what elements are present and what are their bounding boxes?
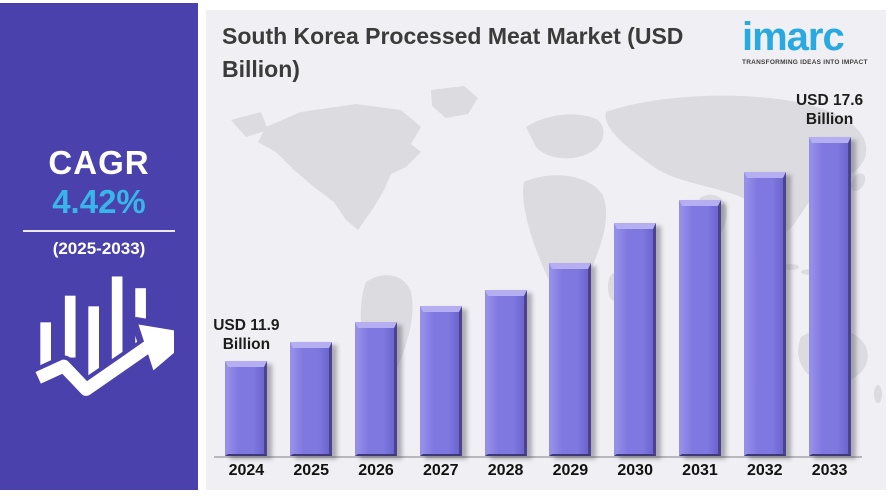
- bar-2032: [743, 172, 786, 456]
- x-axis-label: 2030: [617, 462, 653, 479]
- bar-column: USD 11.9 Billion: [213, 317, 280, 456]
- bar-column: [668, 199, 733, 456]
- x-axis-label: 2026: [358, 462, 394, 479]
- bar-column: [344, 322, 409, 456]
- chart-title: South Korea Processed Meat Market (USD B…: [222, 23, 684, 82]
- bar-column: [473, 290, 538, 456]
- cagr-label: CAGR: [48, 144, 150, 181]
- chart-panel: South Korea Processed Meat Market (USD B…: [206, 10, 886, 490]
- imarc-logo-text: imarc: [742, 15, 845, 59]
- x-axis-label: 2028: [487, 462, 524, 479]
- bar-chart-growth-arrow-icon: [33, 276, 204, 400]
- value-annotation: USD 11.9 Billion: [213, 316, 280, 354]
- bar-2030: [614, 223, 657, 456]
- bar-2031: [678, 199, 721, 456]
- x-axis-labels: 2024 2025 2026 2027 2028 2029 2030 2031 2032 2033: [214, 462, 862, 480]
- x-axis-label: 2027: [422, 462, 459, 479]
- value-annotation: USD 17.6 Billion: [795, 92, 864, 129]
- bars-area: USD 11.9 Billion USD 17.6 Billion: [213, 31, 863, 456]
- bar-column: [538, 262, 603, 456]
- x-axis-line: [214, 456, 862, 458]
- bar-2025: [290, 341, 333, 456]
- bar-2024: [225, 361, 268, 456]
- bar-column: [408, 306, 473, 456]
- bar-2028: [484, 290, 527, 456]
- x-axis-label: 2024: [228, 462, 265, 479]
- imarc-logo-tagline: TRANSFORMING IDEAS INTO IMPACT: [742, 59, 868, 66]
- bar-chart: USD 11.9 Billion USD 17.6 Billion 2024 2025 2…: [213, 31, 863, 480]
- bar-column: USD 17.6 Billion: [796, 92, 863, 456]
- x-axis-label: 2029: [552, 462, 589, 479]
- bar-2027: [419, 306, 462, 456]
- bar-column: [603, 223, 668, 456]
- x-axis-label: 2025: [293, 462, 329, 479]
- cagr-period: (2025-2033): [52, 238, 146, 258]
- imarc-logo: imarc TRANSFORMING IDEAS INTO IMPACT: [742, 15, 874, 66]
- bar-2029: [549, 262, 592, 456]
- cagr-value: 4.42%: [52, 183, 146, 221]
- x-axis-label: 2032: [746, 462, 783, 479]
- cagr-sidebar: CAGR 4.42% (2025-2033): [0, 3, 204, 490]
- x-axis-label: 2033: [811, 462, 848, 479]
- bar-2026: [354, 322, 397, 456]
- bar-2033: [808, 136, 851, 456]
- bar-column: [279, 341, 344, 456]
- bar-column: [732, 172, 797, 456]
- divider-line: [23, 229, 175, 232]
- x-axis-label: 2031: [682, 462, 718, 479]
